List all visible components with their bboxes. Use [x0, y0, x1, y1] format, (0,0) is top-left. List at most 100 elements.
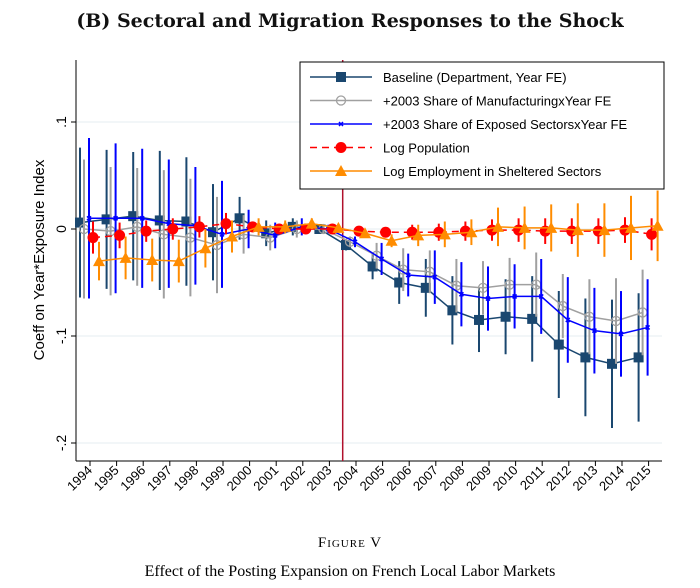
marker-x — [113, 215, 119, 221]
marker-square — [394, 277, 405, 288]
x-tick-label: 2003 — [303, 463, 334, 494]
series-0 — [75, 147, 644, 429]
marker-triangle — [625, 221, 637, 233]
x-tick-label: 2007 — [410, 463, 441, 494]
marker-triangle — [518, 221, 531, 233]
marker-x — [338, 121, 344, 127]
marker-x — [565, 317, 571, 323]
marker-square — [553, 339, 564, 350]
marker-square — [580, 352, 591, 363]
y-tick-label: -.2 — [53, 435, 69, 452]
legend-label: +2003 Share of Exposed SectorsxYear FE — [383, 117, 627, 132]
marker-triangle — [412, 229, 425, 241]
x-tick-label: 2006 — [383, 463, 414, 494]
marker-square — [527, 313, 538, 324]
series-line — [98, 222, 658, 262]
marker-triangle — [252, 220, 265, 232]
x-tick-label: 1998 — [170, 463, 201, 494]
y-tick-label: .1 — [53, 116, 69, 128]
legend-label: Log Employment in Sheltered Sectors — [383, 164, 602, 179]
marker-triangle — [385, 234, 398, 246]
legend-label: Log Population — [383, 141, 470, 156]
legend: Baseline (Department, Year FE) +2003 Shar… — [299, 61, 665, 190]
x-tick-label: 2015 — [623, 463, 654, 494]
figure-caption: Effect of the Posting Expansion on Frenc… — [144, 563, 556, 580]
marker-x — [538, 293, 544, 299]
marker-square — [128, 211, 139, 222]
x-tick-label: 2002 — [277, 463, 308, 494]
series-1 — [78, 159, 648, 364]
figure-label: Figure V — [317, 535, 383, 551]
series-line — [89, 217, 648, 335]
marker-filled-circle — [406, 226, 418, 238]
marker-square — [420, 282, 431, 293]
marker-triangle — [332, 221, 345, 233]
x-tick-label: 1997 — [144, 463, 175, 494]
x-tick-label: 2013 — [569, 463, 600, 494]
marker-triangle — [598, 224, 611, 236]
marker-triangle — [146, 254, 159, 266]
marker-square — [234, 213, 245, 224]
legend-label: Baseline (Department, Year FE) — [383, 70, 567, 85]
marker-filled-circle — [220, 218, 232, 230]
marker-square — [633, 352, 644, 363]
x-tick-label: 2008 — [436, 463, 467, 494]
marker-x — [591, 328, 597, 334]
marker-filled-circle — [646, 228, 658, 240]
marker-filled-circle — [335, 142, 347, 153]
series-2 — [86, 138, 651, 377]
x-tick-label: 2001 — [250, 463, 281, 494]
marker-x — [352, 239, 358, 245]
marker-triangle — [545, 221, 558, 233]
marker-x — [86, 215, 92, 221]
x-tick-label: 1994 — [64, 463, 95, 494]
marker-hollow-circle — [335, 95, 347, 106]
marker-filled-circle — [87, 232, 99, 244]
y-tick-label: 0 — [53, 225, 69, 233]
marker-filled-circle — [140, 225, 152, 237]
x-tick-label: 2010 — [490, 463, 521, 494]
marker-x — [272, 232, 278, 238]
marker-square — [447, 305, 458, 316]
marker-square — [474, 314, 484, 325]
marker-square — [101, 214, 112, 225]
marker-square — [500, 311, 511, 322]
marker-filled-circle — [193, 221, 205, 233]
marker-triangle — [199, 242, 212, 254]
marker-triangle — [119, 251, 132, 263]
marker-triangle — [651, 219, 664, 231]
marker-triangle — [571, 224, 584, 236]
marker-triangle — [172, 255, 185, 267]
x-tick-label: 2004 — [330, 463, 361, 494]
series-4 — [93, 190, 664, 283]
marker-square — [607, 358, 617, 369]
y-axis-label: Coeff on Year*Exposure Index — [31, 159, 48, 360]
marker-square — [181, 216, 192, 227]
marker-square — [154, 215, 165, 226]
x-tick-label: 2014 — [596, 463, 627, 494]
marker-triangle — [438, 228, 451, 240]
marker-x — [379, 256, 385, 262]
marker-x — [458, 291, 464, 297]
marker-triangle — [359, 227, 371, 239]
marker-filled-circle — [114, 229, 126, 241]
marker-x — [219, 231, 225, 237]
series-line — [92, 222, 652, 239]
x-tick-label: 2005 — [357, 463, 388, 494]
marker-square — [367, 261, 378, 272]
marker-x — [139, 215, 145, 221]
marker-x — [432, 274, 438, 280]
x-tick-label: 2009 — [463, 463, 494, 494]
marker-filled-circle — [167, 223, 179, 235]
marker-triangle — [465, 226, 478, 238]
marker-square — [336, 72, 346, 82]
y-tick-label: -.1 — [53, 328, 69, 345]
series-line — [83, 226, 643, 322]
marker-triangle — [305, 217, 318, 229]
chart-title: (B) Sectoral and Migration Responses to … — [76, 10, 624, 32]
marker-triangle — [93, 255, 105, 267]
marker-x — [405, 272, 411, 278]
marker-x — [618, 331, 624, 337]
marker-x — [485, 296, 491, 302]
